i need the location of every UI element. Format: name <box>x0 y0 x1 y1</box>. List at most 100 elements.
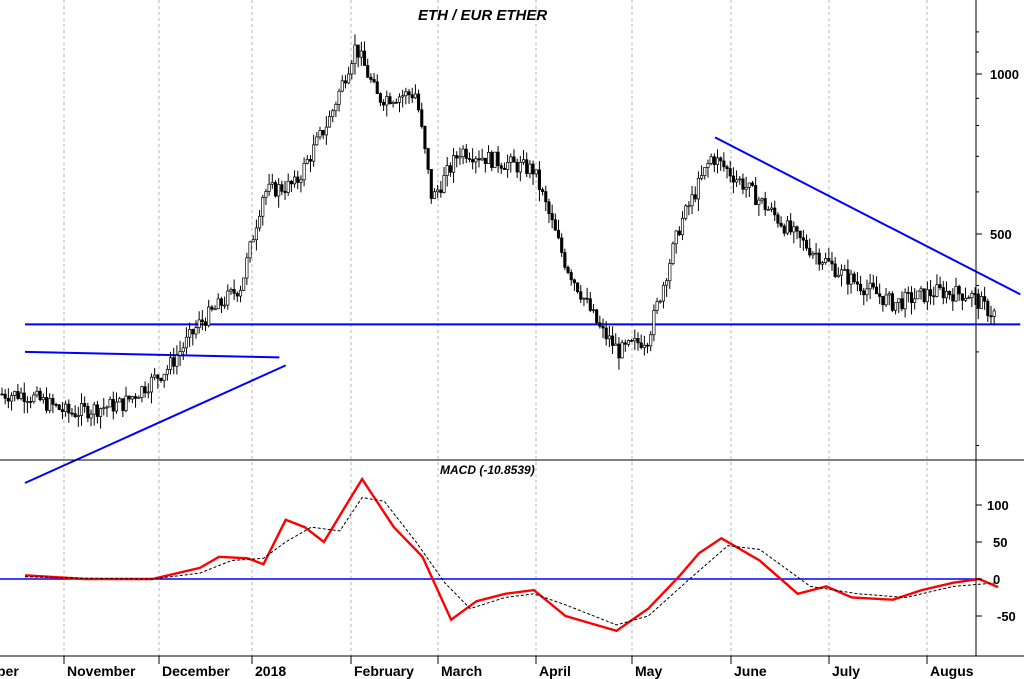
candle-body-95 <box>302 163 306 181</box>
candle-body-300 <box>954 286 958 302</box>
candle-body-237 <box>754 185 758 205</box>
candle-body-109 <box>347 73 351 84</box>
candle-body-224 <box>712 156 716 165</box>
candles <box>0 34 996 429</box>
candle-body-139 <box>442 175 446 193</box>
candle-body-221 <box>703 167 707 176</box>
candle-body-6 <box>19 392 23 399</box>
candle-body-172 <box>547 201 551 214</box>
candle-body-24 <box>76 415 80 417</box>
chart-frame <box>0 0 1024 657</box>
candle-body-38 <box>121 398 125 411</box>
candle-body-34 <box>108 399 112 408</box>
candle-body-242 <box>770 207 774 210</box>
candle-body-28 <box>89 413 93 419</box>
candle-body-111 <box>353 44 357 65</box>
candle-body-143 <box>455 155 459 159</box>
candle-body-252 <box>801 237 805 241</box>
candle-body-130 <box>413 93 417 99</box>
candle-body-311 <box>989 315 993 318</box>
candle-body-18 <box>57 404 61 410</box>
candle-body-232 <box>738 178 742 181</box>
candle-body-257 <box>817 252 821 265</box>
candle-body-207 <box>658 300 662 303</box>
chart-title: ETH / EUR ETHER <box>418 7 547 24</box>
candle-body-213 <box>677 230 681 236</box>
candle-body-128 <box>407 91 411 96</box>
candle-body-112 <box>356 44 360 58</box>
candle-body-216 <box>687 205 691 208</box>
candle-body-89 <box>283 190 287 193</box>
candle-body-0 <box>0 393 4 396</box>
candle-body-239 <box>760 198 764 201</box>
candle-body-107 <box>340 80 344 92</box>
candle-body-137 <box>436 189 440 193</box>
candle-body-194 <box>617 343 621 359</box>
candle-body-171 <box>544 191 548 203</box>
candle-body-222 <box>706 163 710 168</box>
candle-body-293 <box>932 295 936 298</box>
candle-body-32 <box>102 407 106 410</box>
x-tick-label-0: ber <box>0 663 19 679</box>
candle-body-55 <box>175 355 179 367</box>
candle-body-188 <box>598 322 602 327</box>
candle-body-52 <box>165 369 169 375</box>
candle-body-113 <box>359 50 363 58</box>
candle-body-138 <box>439 189 443 193</box>
candle-body-35 <box>111 399 115 412</box>
candle-body-176 <box>560 237 564 253</box>
candle-body-22 <box>70 412 74 415</box>
candle-body-69 <box>219 298 223 306</box>
candle-body-298 <box>948 291 952 296</box>
candle-body-291 <box>925 289 929 303</box>
candle-body-173 <box>550 213 554 221</box>
candle-body-240 <box>763 198 767 210</box>
candle-body-280 <box>890 293 894 311</box>
candle-body-151 <box>480 157 484 161</box>
candle-body-163 <box>518 161 522 173</box>
candle-body-158 <box>502 167 506 170</box>
candle-body-277 <box>881 296 885 306</box>
candle-body-159 <box>506 162 510 170</box>
candle-body-62 <box>197 319 201 328</box>
candle-body-124 <box>394 101 398 104</box>
candle-body-170 <box>541 189 545 192</box>
candle-body-271 <box>862 290 866 296</box>
candle-body-193 <box>614 343 618 346</box>
candle-body-13 <box>41 397 45 401</box>
candle-body-282 <box>897 298 901 304</box>
candle-body-303 <box>963 297 968 301</box>
candle-body-8 <box>25 401 29 403</box>
candle-body-223 <box>709 156 713 164</box>
candle-body-71 <box>226 290 230 306</box>
candle-body-53 <box>168 357 173 370</box>
candle-body-10 <box>32 394 36 403</box>
candle-body-68 <box>216 298 220 310</box>
candle-body-117 <box>372 79 376 83</box>
candle-body-110 <box>350 63 354 75</box>
candle-body-290 <box>922 288 926 303</box>
macd-title: MACD (-10.8539) <box>440 463 535 477</box>
candle-body-78 <box>248 241 252 259</box>
candle-body-144 <box>458 156 462 159</box>
candle-body-297 <box>944 291 949 299</box>
candle-body-21 <box>67 403 71 414</box>
candle-body-134 <box>426 148 430 170</box>
candle-body-289 <box>919 288 923 292</box>
x-tick-label-5: March <box>441 663 482 679</box>
candle-body-36 <box>114 401 119 412</box>
candle-body-37 <box>118 398 122 403</box>
candle-body-93 <box>296 176 300 183</box>
candle-body-288 <box>916 290 920 300</box>
candle-body-168 <box>534 169 538 175</box>
candle-body-234 <box>744 186 748 190</box>
candle-body-174 <box>553 219 557 231</box>
candle-body-246 <box>782 225 786 234</box>
candle-body-166 <box>528 163 532 174</box>
candle-body-270 <box>859 283 863 292</box>
candle-body-57 <box>181 347 185 352</box>
candle-body-80 <box>254 227 258 241</box>
candle-body-108 <box>343 80 347 84</box>
candle-body-116 <box>369 76 373 80</box>
candle-body-1 <box>3 393 7 399</box>
